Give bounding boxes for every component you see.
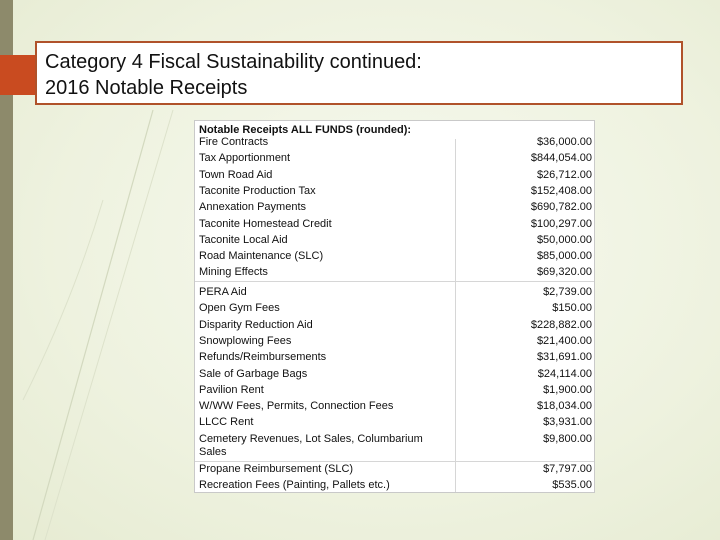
receipt-label: Taconite Homestead Credit xyxy=(199,217,332,230)
receipt-amount: $26,712.00 xyxy=(536,168,592,181)
receipt-label: LLCC Rent xyxy=(199,416,254,429)
receipt-amount: $69,320.00 xyxy=(536,266,592,279)
receipt-amount: $2,739.00 xyxy=(543,286,592,298)
slide-title-line-2: 2016 Notable Receipts xyxy=(45,77,248,99)
receipt-amount: $7,797.00 xyxy=(543,463,592,475)
receipt-amount: $228,882.00 xyxy=(530,318,592,331)
receipt-label: Disparity Reduction Aid xyxy=(199,318,313,331)
receipt-label: Mining Effects xyxy=(199,266,268,279)
receipt-label: Cemetery Revenues, Lot Sales, Columbariu… xyxy=(199,432,423,458)
receipt-label: Road Maintenance (SLC) xyxy=(199,250,324,263)
receipt-label: Taconite Local Aid xyxy=(199,233,288,246)
receipt-amount: $85,000.00 xyxy=(536,250,592,263)
receipt-amount: $535.00 xyxy=(552,479,592,492)
receipt-amount: $24,114.00 xyxy=(537,367,592,380)
slide-title-box: Category 4 Fiscal Sustainability continu… xyxy=(35,41,683,105)
column-divider xyxy=(455,139,456,492)
receipt-amount: $150.00 xyxy=(552,302,592,315)
receipt-amount: $21,400.00 xyxy=(536,334,592,347)
receipt-label: Sale of Garbage Bags xyxy=(199,367,308,380)
group-divider xyxy=(195,461,594,462)
left-accent-bar xyxy=(0,0,13,540)
receipt-label: Snowplowing Fees xyxy=(199,334,292,347)
receipt-amount: $152,408.00 xyxy=(530,184,592,197)
orange-accent-block xyxy=(0,55,40,95)
receipt-amount: $31,691.00 xyxy=(536,351,592,364)
slide-title-line-1: Category 4 Fiscal Sustainability continu… xyxy=(45,51,422,73)
receipt-label: PERA Aid xyxy=(199,286,247,298)
receipt-amount: $100,297.00 xyxy=(530,217,592,230)
receipt-amount: $844,054.00 xyxy=(530,152,592,165)
receipts-table: Notable Receipts ALL FUNDS (rounded): Fi… xyxy=(194,120,595,493)
receipt-amount: $36,000.00 xyxy=(536,136,592,148)
receipt-label: Propane Reimbursement (SLC) xyxy=(199,463,354,475)
receipt-label: Refunds/Reimbursements xyxy=(199,351,327,364)
receipt-amount: $50,000.00 xyxy=(536,233,592,246)
receipt-amount: $690,782.00 xyxy=(530,201,592,214)
receipt-amount: $3,931.00 xyxy=(543,416,592,429)
table-header: Notable Receipts ALL FUNDS (rounded): xyxy=(199,124,412,136)
receipt-label: Town Road Aid xyxy=(199,168,273,181)
receipt-label: Open Gym Fees xyxy=(199,302,280,315)
receipt-label: Recreation Fees (Painting, Pallets etc.) xyxy=(199,479,390,492)
receipt-label: Tax Apportionment xyxy=(199,152,291,165)
group-divider xyxy=(195,281,594,282)
receipt-label: Taconite Production Tax xyxy=(199,184,316,197)
receipt-amount: $1,900.00 xyxy=(543,383,592,396)
receipt-label: Fire Contracts xyxy=(199,136,269,148)
receipt-label: Pavilion Rent xyxy=(199,383,264,396)
receipt-label: Annexation Payments xyxy=(199,201,307,214)
receipt-amount: $18,034.00 xyxy=(536,400,592,413)
receipt-amount: $9,800.00 xyxy=(543,432,592,445)
receipt-label: W/WW Fees, Permits, Connection Fees xyxy=(199,400,394,413)
